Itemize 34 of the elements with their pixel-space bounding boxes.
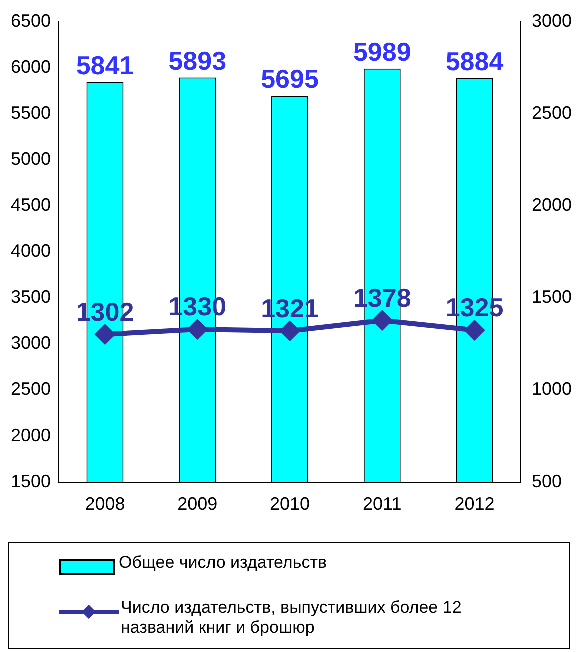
y-tick-label: 5000 [10, 148, 52, 169]
y-tick-label: 6000 [10, 56, 52, 77]
data-label: 5989 [353, 37, 412, 68]
y-tick-label: 2000 [10, 425, 52, 446]
y-tick-label: 1500 [10, 471, 52, 492]
point [280, 322, 300, 341]
y-tick-label: 6500 [10, 10, 52, 31]
point [465, 320, 484, 340]
legend-label: Число издательств, выпустивших более 12 названий книг и брошюр [121, 598, 463, 638]
y-tick-label: 3000 [10, 333, 52, 354]
data-label: 5695 [261, 64, 319, 94]
y2-tick-label: 3000 [532, 10, 572, 31]
y2-tick-label: 500 [532, 471, 562, 492]
y-tick-label: 4500 [10, 195, 52, 216]
y-tick-label: 5500 [10, 102, 52, 123]
point [372, 311, 392, 330]
y2-tick-label: 2000 [532, 195, 572, 216]
x-tick-label: 2012 [454, 494, 495, 514]
x-tick-label: 2010 [270, 494, 310, 514]
x-tick-label: 2011 [363, 494, 402, 514]
y-tick-label: 2500 [10, 379, 52, 400]
point [96, 325, 115, 344]
y2-tick-label: 1000 [532, 379, 572, 400]
x-tick-label: 2009 [178, 494, 218, 514]
data-label: 5884 [446, 46, 504, 77]
y-tick-label: 3500 [10, 287, 52, 308]
y2-tick-label: 2500 [532, 102, 572, 123]
legend-label: Общее число издательств [119, 553, 328, 573]
point [188, 320, 208, 339]
data-label: 5841 [76, 50, 134, 81]
y2-tick-label: 1500 [532, 287, 572, 308]
x-tick-label: 2008 [85, 494, 126, 514]
y-tick-label: 4000 [10, 241, 52, 262]
data-label: 5893 [168, 46, 227, 76]
